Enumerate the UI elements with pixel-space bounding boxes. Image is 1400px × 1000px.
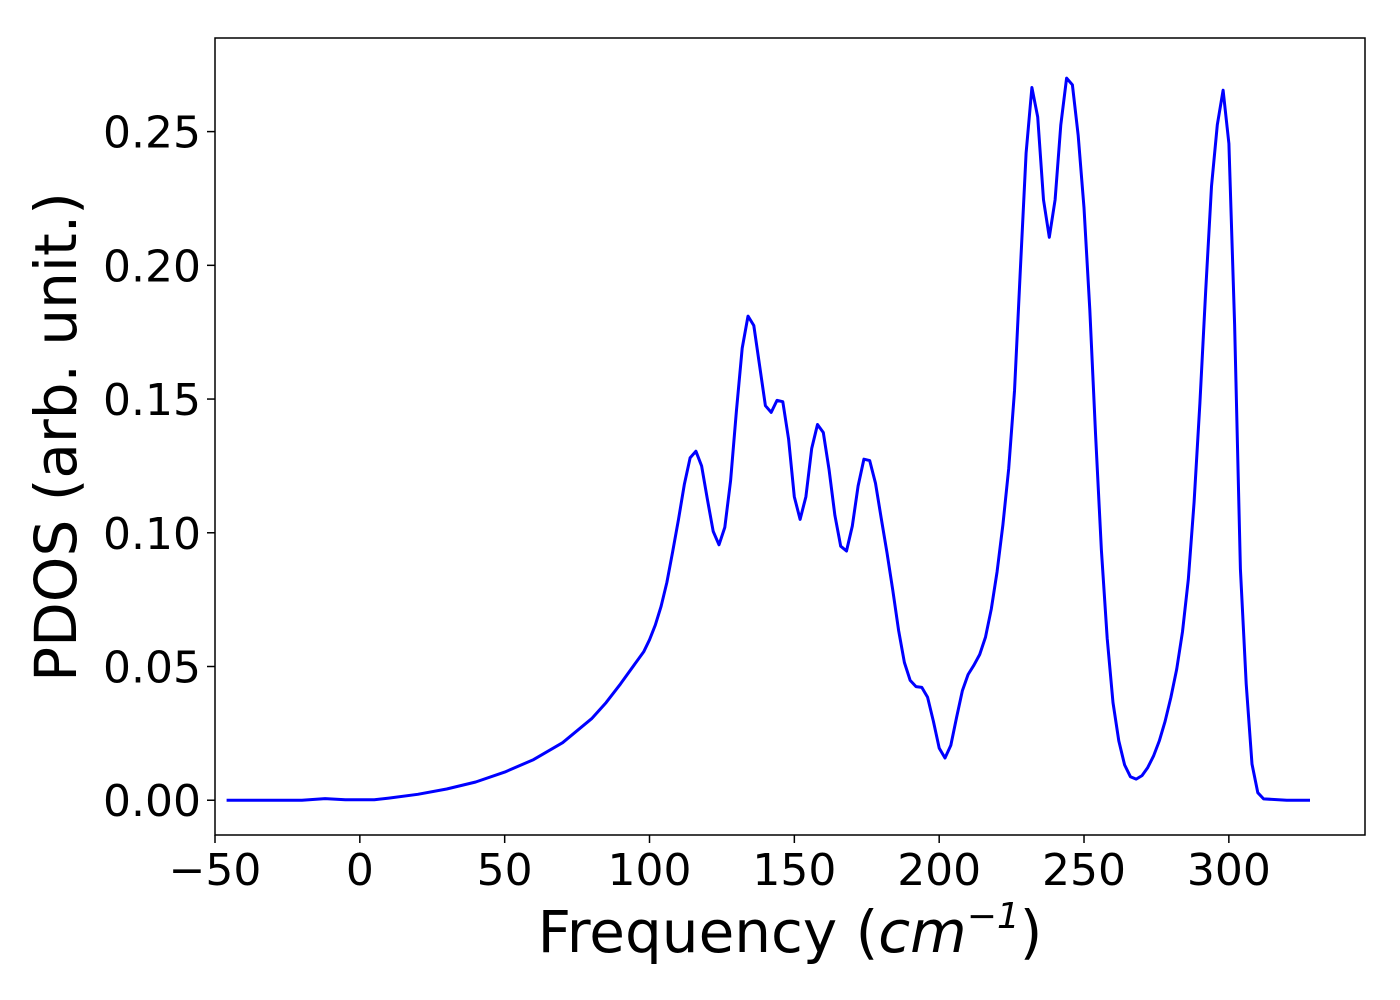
x-tick-label: 50 xyxy=(477,845,533,896)
y-tick-label: 0.20 xyxy=(103,241,201,292)
x-tick-label: 150 xyxy=(752,845,836,896)
x-tick-label: 300 xyxy=(1187,845,1271,896)
pdos-series-line xyxy=(226,76,1310,802)
plot-frame xyxy=(214,37,1366,836)
y-tick-label: 0.25 xyxy=(103,108,201,159)
y-axis-label: PDOS (arb. unit.) xyxy=(22,192,90,682)
y-tick-label: 0.10 xyxy=(103,509,201,560)
plot-area xyxy=(215,38,1365,835)
ticks-group: −50 0 50 100 150 200 250 300 0.00 0.05 0.10 0.15 0.2… xyxy=(103,108,1271,896)
x-tick-label: −50 xyxy=(169,845,262,896)
x-tick-label: 0 xyxy=(346,845,374,896)
y-tick-label: 0.15 xyxy=(103,375,201,426)
y-tick-label: 0.00 xyxy=(103,776,201,827)
x-axis-label: Frequency (cm−1) xyxy=(538,896,1043,966)
x-tick-label: 100 xyxy=(608,845,692,896)
y-tick-label: 0.05 xyxy=(103,643,201,694)
x-tick-label: 200 xyxy=(897,845,981,896)
x-tick-label: 250 xyxy=(1042,845,1126,896)
